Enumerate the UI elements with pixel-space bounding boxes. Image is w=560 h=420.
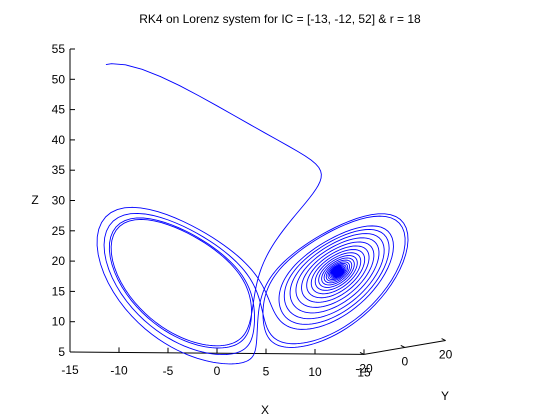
z-tick-label: 25 <box>52 224 66 238</box>
x-tick-label: 0 <box>214 364 221 378</box>
y-tick-label: -20 <box>355 361 373 375</box>
z-tick-label: 40 <box>52 133 66 147</box>
y-axis-label: Y <box>441 389 449 403</box>
y-tick-mark <box>401 345 405 347</box>
series-group <box>97 64 408 364</box>
x-tick-label: -5 <box>163 364 174 378</box>
tick-labels: -15 -10 -5 0 5 10 15-20 0 2051015202530354045505… <box>52 42 453 379</box>
chart-title: RK4 on Lorenz system for IC = [-13, -12,… <box>139 12 421 26</box>
y-tick-label: 20 <box>439 348 453 362</box>
z-tick-label: 5 <box>58 345 65 359</box>
x-tick-label: 10 <box>308 365 322 379</box>
z-tick-label: 30 <box>52 194 66 208</box>
z-tick-label: 15 <box>52 284 66 298</box>
axes <box>70 49 446 354</box>
x-tick-label: -15 <box>61 363 79 377</box>
x-axis-label: X <box>261 403 269 417</box>
x-tick-label: 5 <box>263 365 270 379</box>
z-tick-label: 55 <box>52 42 66 56</box>
z-axis-label: Z <box>31 193 38 207</box>
y-tick-label: 0 <box>401 354 408 368</box>
x-tick-label: -10 <box>110 363 128 377</box>
z-tick-label: 10 <box>52 315 66 329</box>
y-tick-mark <box>442 339 446 341</box>
z-tick-label: 35 <box>52 163 66 177</box>
z-tick-label: 20 <box>52 254 66 268</box>
trajectory-line <box>97 64 408 364</box>
z-tick-label: 45 <box>52 103 66 117</box>
z-tick-label: 50 <box>52 72 66 86</box>
